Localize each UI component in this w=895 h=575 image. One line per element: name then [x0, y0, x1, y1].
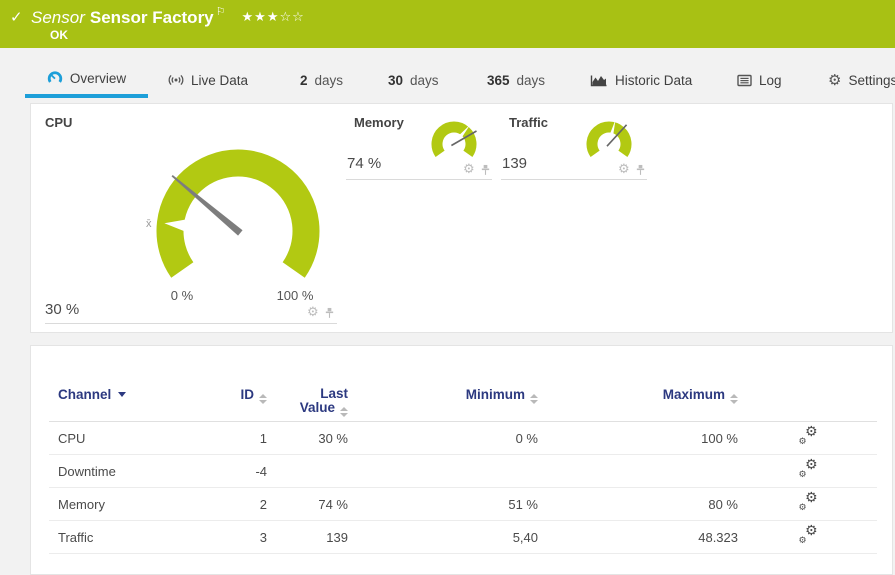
column-header-channel[interactable]: Channel: [49, 387, 197, 402]
gauge-mean-notch: [459, 124, 471, 138]
tab-label: Historic Data: [615, 72, 693, 88]
priority-stars[interactable]: ★★★☆☆: [241, 10, 305, 25]
tab-number: 365: [487, 72, 510, 88]
gauge-needle: [606, 124, 628, 147]
tab-365-days[interactable]: 365 days: [487, 62, 545, 98]
cell-last: 139: [326, 529, 348, 545]
column-header-maximum[interactable]: Maximum: [538, 387, 738, 404]
tab-label: Live Data: [191, 72, 249, 88]
sort-icon: [730, 394, 738, 404]
channel-settings-icon[interactable]: ⚙ ⚙: [798, 489, 818, 513]
channel-settings-icon[interactable]: ⚙ ⚙: [798, 423, 818, 447]
sort-icon: [340, 407, 348, 417]
gauge-needle: [171, 175, 243, 236]
status-check-icon: ✓: [10, 8, 23, 26]
cell-max: 48.323: [698, 529, 738, 545]
gauge-title-cpu: CPU: [45, 115, 73, 130]
tile-divider: [45, 323, 337, 324]
tile-settings-gear-icon[interactable]: ⚙: [307, 305, 319, 320]
gauge-mean-notch: [609, 119, 616, 135]
traffic-gauge: [581, 114, 637, 175]
tab-unit: days: [410, 72, 439, 88]
cell-channel: Downtime: [58, 463, 116, 479]
cell-min: 5,40: [512, 529, 538, 545]
live-data-icon: [168, 74, 184, 86]
column-header-id[interactable]: ID: [197, 387, 267, 404]
pin-icon[interactable]: [324, 307, 335, 319]
historic-chart-icon: [590, 75, 607, 87]
flag-icon[interactable]: ⚐: [215, 5, 226, 18]
column-header-last-value[interactable]: Last Value: [299, 386, 348, 417]
tab-2-days[interactable]: 2 days: [300, 62, 343, 98]
channel-settings-icon[interactable]: ⚙ ⚙: [798, 456, 818, 480]
tab-log[interactable]: Log: [737, 62, 782, 98]
column-header-minimum[interactable]: Minimum: [348, 387, 538, 404]
cell-id: 3: [259, 529, 267, 545]
log-icon: [737, 74, 752, 86]
tab-overview[interactable]: Overview: [25, 62, 148, 98]
page-title: Sensor Factory: [89, 8, 214, 27]
gauge-scale-min: 0 %: [170, 288, 194, 303]
pin-icon[interactable]: [635, 164, 646, 176]
cpu-gauge: x̄: [138, 126, 338, 331]
tab-label: Settings: [848, 72, 895, 88]
tab-30-days[interactable]: 30 days: [388, 62, 439, 98]
channel-settings-icon[interactable]: ⚙ ⚙: [798, 522, 818, 546]
gauge-scale-max: 100 %: [276, 288, 314, 303]
cell-id: -4: [255, 463, 267, 479]
sort-icon: [530, 394, 538, 404]
tab-live-data[interactable]: Live Data: [168, 62, 248, 98]
gauge-mean-label: x̄: [146, 218, 152, 230]
object-kind-label: Sensor: [31, 8, 85, 27]
table-row-traffic[interactable]: Traffic 3 139 5,40 48.323 ⚙ ⚙: [49, 521, 877, 554]
tile-divider: [346, 179, 492, 180]
tab-number: 30: [388, 72, 404, 88]
cell-channel: Memory: [58, 496, 105, 512]
status-badge: OK: [50, 28, 68, 42]
tab-number: 2: [300, 72, 308, 88]
settings-gear-icon: ⚙: [828, 70, 842, 89]
gauge-icon: [47, 71, 63, 83]
gauge-value-traffic: 139: [502, 155, 528, 172]
tab-label: Overview: [69, 70, 127, 86]
tile-divider: [501, 179, 647, 180]
tile-settings-gear-icon[interactable]: ⚙: [463, 162, 475, 177]
cell-last: 30 %: [318, 430, 348, 446]
table-row-cpu[interactable]: CPU 1 30 % 0 % 100 % ⚙ ⚙: [49, 422, 877, 455]
tab-label: Log: [759, 72, 782, 88]
cell-max: 100 %: [701, 430, 738, 446]
gauge-title-memory: Memory: [354, 115, 404, 130]
cell-id: 2: [259, 496, 267, 512]
cell-min: 0 %: [515, 430, 538, 446]
cell-last: 74 %: [318, 496, 348, 512]
gauges-panel: CPU x̄ 0 % 100 % 30 % ⚙ Memory: [30, 103, 893, 333]
tab-unit: days: [516, 72, 546, 88]
table-header-row: Channel ID Last Value Minimum Maximum: [49, 346, 877, 422]
cell-id: 1: [259, 430, 267, 446]
tab-unit: days: [314, 72, 344, 88]
tile-settings-gear-icon[interactable]: ⚙: [618, 162, 630, 177]
table-row-memory[interactable]: Memory 2 74 % 51 % 80 % ⚙ ⚙: [49, 488, 877, 521]
tab-settings[interactable]: ⚙ Settings: [828, 62, 895, 98]
gauge-mean-notch: [164, 219, 188, 232]
table-row-downtime[interactable]: Downtime -4 ⚙ ⚙: [49, 455, 877, 488]
sort-desc-icon: [118, 392, 127, 397]
cell-max: 80 %: [708, 496, 738, 512]
channels-panel: Channel ID Last Value Minimum Maximum CP…: [30, 345, 893, 575]
gauge-needle: [451, 130, 477, 147]
cell-channel: CPU: [58, 430, 86, 446]
tab-historic-data[interactable]: Historic Data: [590, 62, 692, 98]
gauge-value-cpu: 30 %: [45, 301, 80, 318]
gauge-title-traffic: Traffic: [509, 115, 549, 130]
sensor-header: ✓ Sensor Sensor Factory ⚐ ★★★☆☆ OK: [0, 0, 895, 48]
gauge-value-memory: 74 %: [347, 155, 382, 172]
cell-min: 51 %: [508, 496, 538, 512]
channels-table: Channel ID Last Value Minimum Maximum CP…: [49, 346, 877, 554]
cell-channel: Traffic: [58, 529, 94, 545]
sort-icon: [259, 394, 267, 404]
pin-icon[interactable]: [480, 164, 491, 176]
memory-gauge: [426, 114, 482, 175]
